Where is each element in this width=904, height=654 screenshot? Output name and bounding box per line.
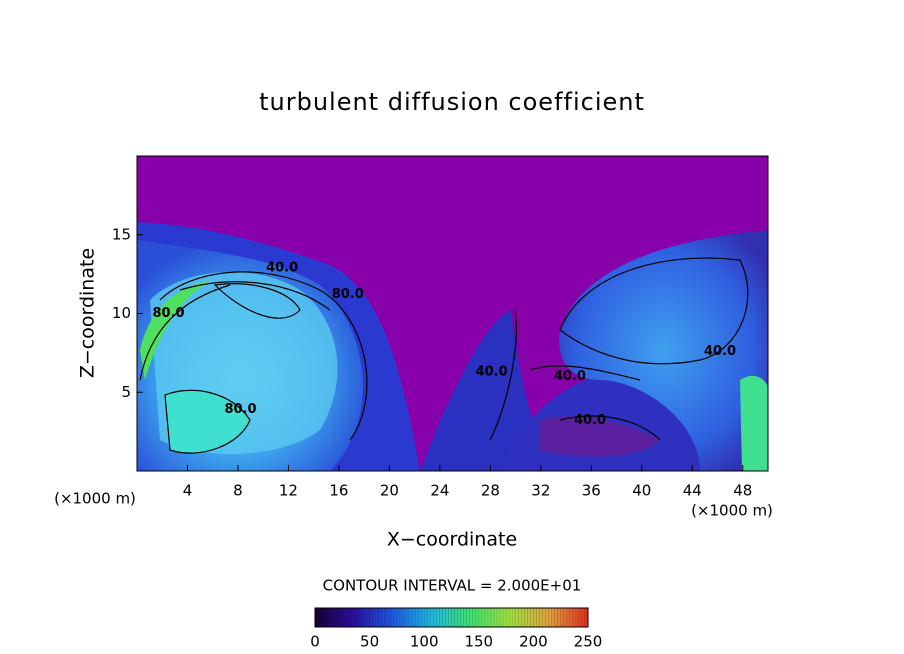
field [137,156,768,471]
x-tick-label: 36 [582,482,601,500]
x-tick-label: 16 [329,482,348,500]
colorbar-tick-label: 200 [519,633,548,651]
colorbar-tick-label: 50 [360,633,379,651]
x-tick-label: 32 [531,482,550,500]
x-tick-label: 44 [683,482,702,500]
colorbar-tick-label: 250 [574,633,603,651]
contour-interval: CONTOUR INTERVAL = 2.000E+01 [323,577,582,595]
contour-label: 80.0 [224,402,256,417]
contour-label: 40.0 [574,413,606,428]
x-tick-label: 12 [279,482,298,500]
x-tick-label: 48 [733,482,752,500]
colorbar [314,607,589,628]
y-tick-label: 5 [121,383,131,401]
contour-label: 40.0 [266,260,298,275]
chart-title: turbulent diffusion coefficient [259,88,645,116]
y-tick-label: 15 [112,225,131,243]
x-tick-label: 4 [183,482,193,500]
y-tick-label: 10 [112,304,131,322]
x-unit-label: (×1000 m) [691,502,773,520]
x-tick-label: 40 [632,482,651,500]
contour-label: 40.0 [554,369,586,384]
x-tick-label: 8 [233,482,243,500]
x-tick-label: 24 [430,482,449,500]
y-axis-label: Z−coordinate [77,248,99,378]
x-tick-label: 20 [380,482,399,500]
contour-label: 80.0 [332,287,364,302]
x-tick-label: 28 [481,482,500,500]
contour-label: 80.0 [153,306,185,321]
contour-label: 40.0 [476,364,508,379]
x-axis-label: X−coordinate [387,529,517,551]
colorbar-tick-label: 0 [310,633,320,651]
contour-label: 40.0 [704,344,736,359]
x-unit-label: (×1000 m) [54,490,136,508]
colorbar-tick-label: 100 [410,633,439,651]
colorbar-tick-label: 150 [464,633,493,651]
